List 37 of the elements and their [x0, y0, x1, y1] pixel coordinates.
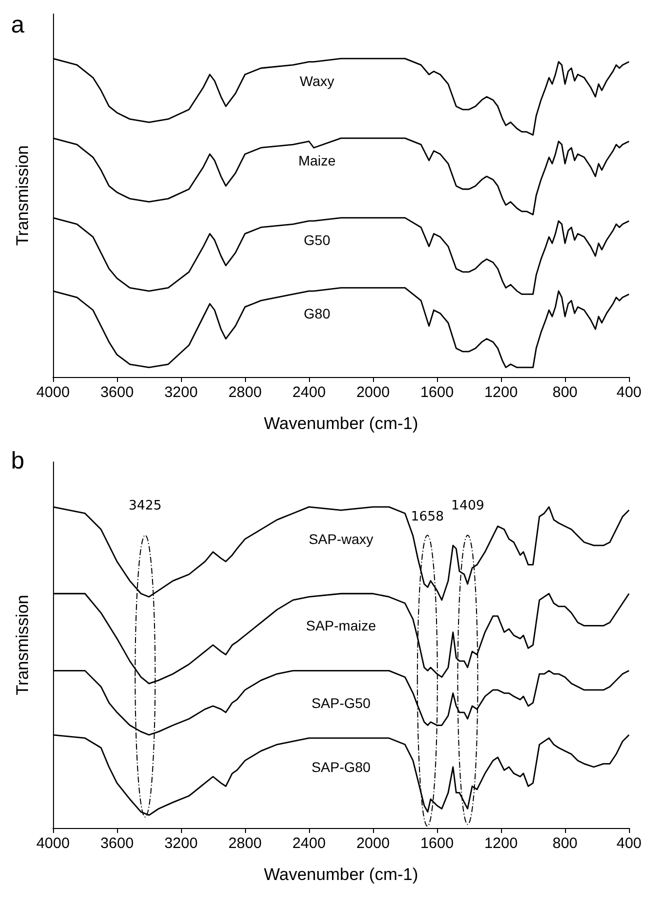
x-tick-label: 400	[616, 835, 642, 852]
x-tick-label: 3200	[164, 835, 198, 852]
x-tick-label: 3600	[100, 835, 134, 852]
series-label: SAP-G50	[311, 694, 371, 711]
series-label: Waxy	[300, 72, 334, 89]
x-tick-label: 1600	[420, 384, 454, 401]
x-tick-label: 800	[552, 384, 578, 401]
x-tick-label: 1200	[484, 384, 518, 401]
x-tick-label: 3200	[164, 384, 198, 401]
annotation: 3425	[128, 498, 162, 514]
annotation: 1409	[451, 498, 484, 514]
series-label: SAP-maize	[306, 618, 376, 634]
series-label: SAP-G80	[311, 759, 371, 775]
x-tick-label: 4000	[36, 384, 70, 401]
series-label: G80	[304, 305, 330, 322]
series-label: Maize	[298, 152, 336, 168]
series-label: SAP-waxy	[308, 531, 374, 548]
x-tick-label: 2000	[356, 835, 390, 852]
x-tick-label: 2800	[228, 835, 262, 852]
x-tick-label: 2400	[292, 384, 326, 401]
x-tick-label: 800	[552, 835, 578, 852]
x-axis-title: Wavenumber (cm-1)	[264, 414, 418, 433]
annotation: 1658	[410, 509, 444, 524]
x-tick-label: 2000	[356, 384, 390, 401]
series-label: G50	[304, 232, 330, 248]
chart-title: b	[11, 448, 24, 474]
x-tick-label: 3600	[100, 384, 134, 401]
y-axis-title: Transmission	[13, 594, 32, 696]
x-tick-label: 1200	[484, 835, 518, 852]
y-axis-title: Transmission	[13, 145, 32, 246]
x-tick-label: 2400	[292, 835, 326, 852]
x-tick-label: 400	[616, 384, 642, 401]
chart-title: a	[11, 12, 25, 38]
x-tick-label: 1600	[420, 835, 454, 852]
x-tick-label: 4000	[36, 835, 70, 852]
x-tick-label: 2800	[228, 384, 262, 401]
x-axis-title: Wavenumber (cm-1)	[264, 865, 418, 884]
